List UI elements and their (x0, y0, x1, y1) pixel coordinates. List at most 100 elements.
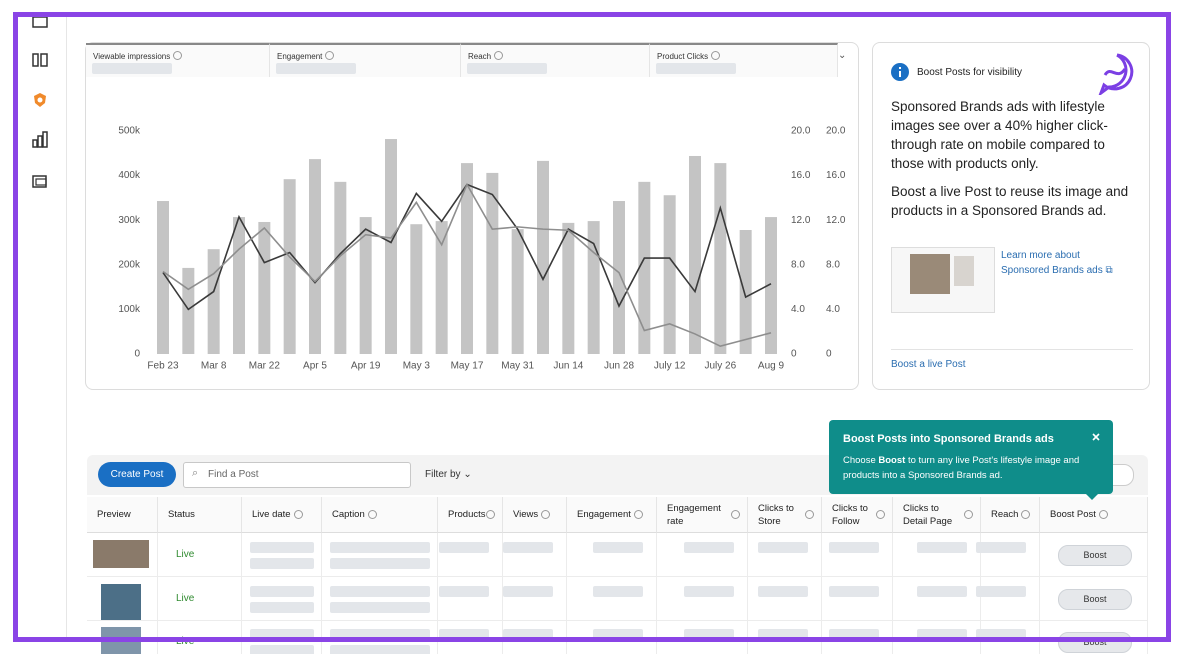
x-tick-label: May 17 (451, 361, 484, 372)
x-tick-label: Mar 8 (201, 361, 227, 372)
logo (1098, 53, 1134, 95)
boost-button[interactable]: Boost (1058, 545, 1132, 566)
value-placeholder (467, 63, 547, 74)
value-placeholder (684, 542, 734, 553)
bar (486, 172, 499, 354)
value-placeholder (684, 629, 734, 640)
tab-label: Engagement (277, 52, 323, 61)
tick-label: 12.0 (791, 215, 811, 226)
metric-tab[interactable]: Engagement (270, 43, 461, 77)
bar (663, 195, 676, 354)
tabs-chevron[interactable]: ⌄ (838, 50, 847, 61)
tick-label: 200k (118, 259, 141, 270)
value-placeholder (917, 629, 967, 640)
tick-label: 20.0 (791, 126, 811, 137)
value-placeholder (976, 586, 1026, 597)
value-placeholder (829, 629, 879, 640)
table-cell (438, 577, 503, 621)
table-cell (822, 533, 893, 577)
table-cell (503, 533, 567, 577)
info-icon (711, 51, 721, 60)
tip-paragraph: Boost a live Post to reuse its image and… (891, 184, 1129, 218)
value-placeholder (758, 542, 808, 553)
header-label: Clicks to Store (758, 502, 794, 527)
learn-more-link[interactable]: Learn more about Sponsored Brands ads ⧉ (1001, 250, 1113, 276)
metric-tab[interactable]: Reach (461, 43, 650, 77)
value-placeholder (330, 629, 430, 640)
x-tick-label: Apr 5 (303, 361, 327, 372)
x-tick-label: Feb 23 (147, 361, 179, 372)
value-placeholder (503, 542, 553, 553)
tick-label: 20.0 (826, 126, 846, 137)
table-cell (976, 533, 1040, 577)
tooltip-close[interactable] (1091, 432, 1101, 442)
info-icon (876, 510, 885, 519)
table-cell: Boost (1040, 533, 1148, 577)
value-placeholder (758, 629, 808, 640)
table-cell (748, 533, 822, 577)
x-tick-label: May 31 (501, 361, 534, 372)
filter-dropdown[interactable]: Filter by ⌄ (425, 469, 472, 480)
bar (739, 230, 752, 354)
bar (359, 217, 372, 354)
value-placeholder (593, 586, 643, 597)
column-header: Clicks to Detail Page (893, 497, 981, 533)
line (162, 182, 772, 348)
value-placeholder (330, 558, 430, 569)
sidebar (18, 16, 67, 641)
tick-label: 0 (134, 349, 140, 360)
tooltip-text: to turn any live Post's lifestyle image … (843, 455, 1080, 481)
link-text[interactable]: Learn more about Sponsored Brands ads (1001, 250, 1103, 276)
bar (258, 221, 271, 354)
info-icon (1098, 510, 1108, 519)
tick-label: 400k (118, 170, 141, 181)
column-header: Live date (242, 497, 322, 533)
bar (511, 229, 524, 354)
value-placeholder (92, 63, 172, 74)
bar (182, 267, 195, 354)
table-cell (87, 533, 158, 577)
bar (714, 163, 727, 354)
bar (207, 249, 220, 354)
table-cell (438, 533, 503, 577)
value-placeholder (276, 63, 356, 74)
column-header: Engagement rate (657, 497, 748, 533)
search-box[interactable]: ⌕ Find a Post (183, 462, 411, 488)
header-label: Clicks to Detail Page (903, 502, 953, 527)
tooltip-emphasis: Boost (878, 455, 906, 466)
header-label: Caption (332, 509, 365, 520)
tooltip: Boost Posts into Sponsored Brands ads Ch… (829, 420, 1113, 500)
boost-live-link[interactable]: Boost a live Post (891, 359, 966, 370)
value-placeholder (250, 586, 314, 597)
metric-tab[interactable]: Product Clicks (650, 43, 838, 77)
column-header: Preview (87, 497, 158, 533)
tick-label: 16.0 (791, 170, 811, 181)
info-icon (633, 510, 643, 519)
value-placeholder (439, 629, 489, 640)
value-placeholder (976, 542, 1026, 553)
create-button[interactable]: Create Post (98, 462, 176, 487)
tick-label: 100k (118, 304, 141, 315)
tick-label: 8.0 (826, 259, 840, 270)
info-icon (964, 510, 973, 519)
bar (334, 181, 347, 354)
header-label: Engagement (577, 509, 631, 520)
info-icon (731, 510, 740, 519)
table-cell (322, 577, 438, 621)
column-header: Views (503, 497, 567, 533)
value-placeholder (684, 586, 734, 597)
status: Live (176, 593, 195, 604)
value-placeholder (250, 542, 314, 553)
post-thumbnail (93, 540, 149, 568)
status: Live (176, 549, 195, 560)
table-cell (893, 577, 981, 621)
metric-tab[interactable]: Viewable impressions (86, 43, 270, 77)
bar (157, 201, 169, 354)
bar (435, 221, 448, 354)
bar (385, 139, 397, 354)
table-cell (87, 577, 158, 621)
column-header: Clicks to Store (748, 497, 822, 533)
table-cell (822, 577, 893, 621)
boost-button[interactable]: Boost (1058, 589, 1132, 610)
